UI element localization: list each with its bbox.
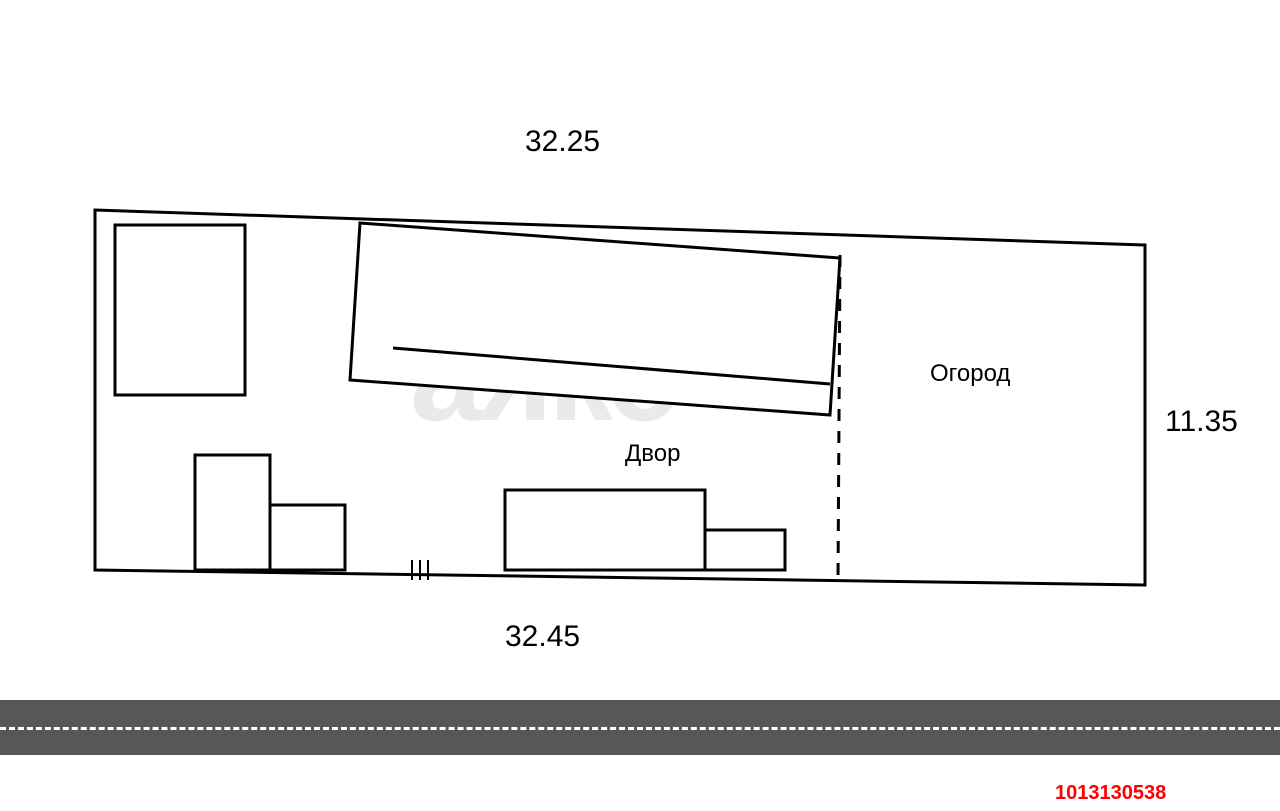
- building-2: [350, 223, 840, 415]
- site-plan-svg: [0, 0, 1280, 811]
- listing-id: 1013130538: [1055, 782, 1166, 805]
- garden-divider-dashed: [838, 255, 840, 580]
- dimension-right: 11.35: [1165, 405, 1238, 439]
- dimension-top: 32.25: [525, 125, 600, 159]
- dimension-bottom: 32.45: [505, 620, 580, 654]
- gate-marks: [412, 560, 428, 580]
- region-yard-label: Двор: [625, 440, 680, 468]
- building-4: [270, 505, 345, 570]
- building-6: [705, 530, 785, 570]
- building-3: [195, 455, 270, 570]
- region-garden-label: Огород: [930, 360, 1010, 388]
- building-5: [505, 490, 705, 570]
- building-1: [115, 225, 245, 395]
- road-center-dash: [0, 727, 1280, 730]
